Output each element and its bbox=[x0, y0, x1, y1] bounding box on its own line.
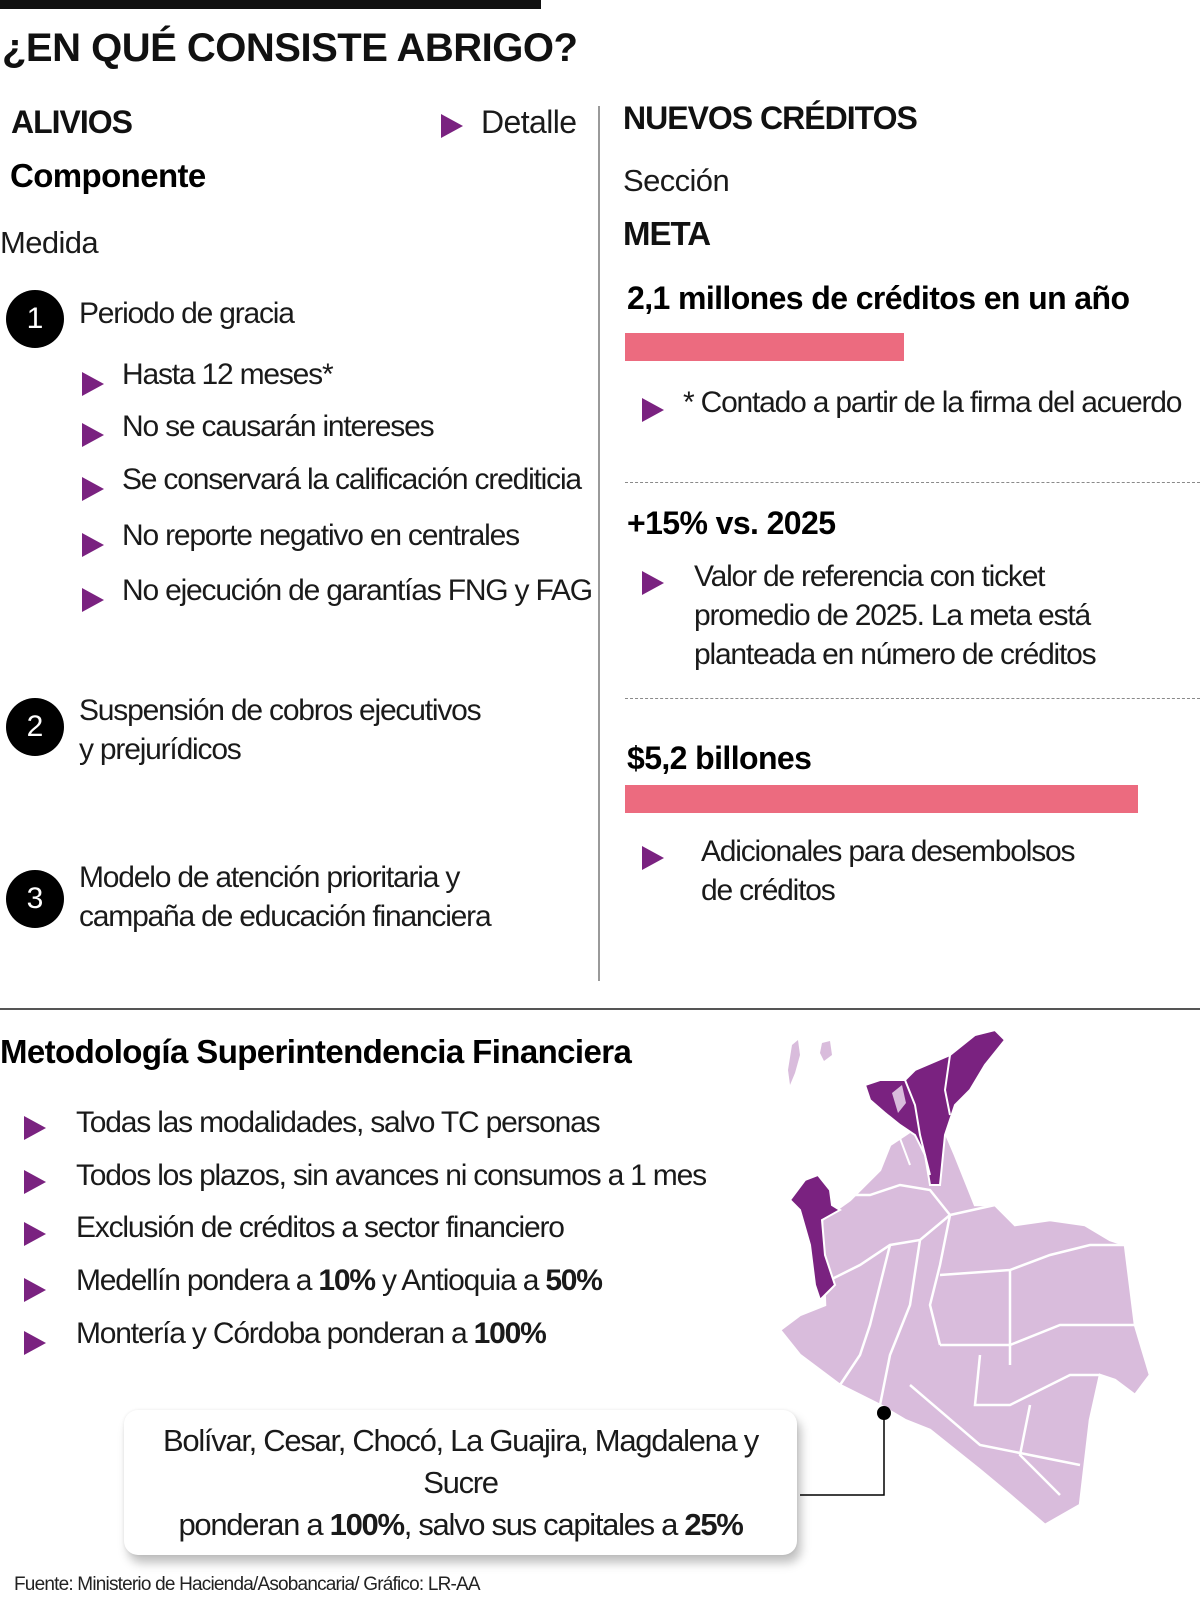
detail-text: No se causarán intereses bbox=[122, 410, 435, 443]
legend-detail-label: Detalle bbox=[481, 104, 577, 140]
dashed-separator bbox=[625, 482, 1200, 483]
detail-bullet bbox=[82, 372, 104, 401]
methodology-heading: Metodología Superintendencia Financiera bbox=[0, 1033, 632, 1070]
callout-line-2: ponderan a 100%, salvo sus capitales a 2… bbox=[178, 1504, 743, 1546]
emphasis-percent: 25% bbox=[684, 1506, 743, 1542]
detail-bullet bbox=[82, 423, 104, 452]
emphasis-percent: 50% bbox=[545, 1264, 603, 1297]
method-bullet bbox=[24, 1116, 46, 1145]
map-island-providencia bbox=[820, 1041, 832, 1061]
number-badge-1: 1 bbox=[6, 290, 64, 348]
note-bullet bbox=[642, 398, 664, 427]
goal-value: $5,2 billones bbox=[627, 740, 812, 776]
detail-text: No ejecución de garantías FNG y FAG bbox=[122, 574, 593, 607]
number-badge-3: 3 bbox=[6, 870, 64, 928]
map-border bbox=[904, 1079, 931, 1176]
legend-detail-marker bbox=[441, 114, 463, 143]
method-item: Todos los plazos, sin avances ni consumo… bbox=[76, 1159, 707, 1192]
method-bullet bbox=[24, 1278, 46, 1307]
map-island-san-andres bbox=[788, 1040, 800, 1085]
method-bullet bbox=[24, 1331, 46, 1360]
number-badge-2: 2 bbox=[6, 698, 64, 756]
legend-component-label: Componente bbox=[10, 157, 206, 194]
triangle-bullet-icon bbox=[82, 372, 104, 396]
component-label-2-cont: y prejurídicos bbox=[79, 733, 242, 766]
map-dept-caribbean bbox=[863, 1028, 1007, 1186]
goal-bar bbox=[625, 785, 1138, 813]
triangle-bullet-icon bbox=[82, 423, 104, 447]
nuevos-creditos-heading: NUEVOS CRÉDITOS bbox=[623, 100, 918, 136]
triangle-bullet-icon bbox=[441, 114, 463, 138]
legend-measure-label: Medida bbox=[0, 225, 99, 260]
detail-text: Hasta 12 meses* bbox=[122, 358, 334, 391]
detail-bullet bbox=[82, 533, 104, 562]
method-item: Todas las modalidades, salvo TC personas bbox=[76, 1106, 601, 1139]
triangle-bullet-icon bbox=[82, 477, 104, 501]
note-bullet bbox=[642, 846, 664, 875]
triangle-bullet-icon bbox=[24, 1170, 46, 1194]
page-title: ¿EN QUÉ CONSISTE ABRIGO? bbox=[2, 26, 578, 70]
triangle-bullet-icon bbox=[24, 1331, 46, 1355]
detail-bullet bbox=[82, 477, 104, 506]
map-border bbox=[943, 1054, 951, 1116]
map-dept-choco bbox=[788, 1173, 842, 1302]
method-bullet bbox=[24, 1170, 46, 1199]
component-label-2: Suspensión de cobros ejecutivos bbox=[79, 694, 482, 727]
triangle-bullet-icon bbox=[82, 588, 104, 612]
component-label-3-cont: campaña de educación financiera bbox=[79, 900, 492, 933]
map-border bbox=[884, 1112, 911, 1166]
triangle-bullet-icon bbox=[24, 1116, 46, 1140]
legend-section-label: Sección bbox=[623, 163, 730, 198]
triangle-bullet-icon bbox=[24, 1278, 46, 1302]
text-span: Montería y Córdoba ponderan a bbox=[76, 1317, 474, 1350]
goal-note-cont: promedio de 2025. La meta está bbox=[694, 599, 1091, 632]
triangle-bullet-icon bbox=[642, 571, 664, 595]
map-department-borders bbox=[819, 1183, 1140, 1496]
goal-note: * Contado a partir de la firma del acuer… bbox=[683, 386, 1182, 419]
map-mainland bbox=[780, 1118, 1152, 1527]
triangle-bullet-icon bbox=[82, 533, 104, 557]
text-span: y Antioquia a bbox=[374, 1264, 546, 1297]
goal-note-cont: de créditos bbox=[701, 874, 836, 907]
goal-note: Valor de referencia con ticket bbox=[694, 560, 1046, 593]
callout-box: Bolívar, Cesar, Chocó, La Guajira, Magda… bbox=[124, 1410, 797, 1555]
method-item: Medellín pondera a 10% y Antioquia a 50% bbox=[76, 1264, 603, 1298]
component-label-3: Modelo de atención prioritaria y bbox=[79, 861, 460, 894]
map-atlantico bbox=[892, 1085, 906, 1113]
goal-note-cont: planteada en número de créditos bbox=[694, 638, 1097, 671]
goal-value: +15% vs. 2025 bbox=[627, 505, 836, 541]
component-label-1: Periodo de gracia bbox=[79, 297, 295, 330]
map-highlighted-departments bbox=[788, 1028, 1007, 1302]
goal-note: Adicionales para desembolsos bbox=[701, 835, 1076, 868]
source-credit: Fuente: Ministerio de Hacienda/Asobancar… bbox=[14, 1574, 481, 1595]
emphasis-percent: 100% bbox=[329, 1506, 405, 1542]
section-divider bbox=[0, 1008, 1200, 1010]
alivios-heading: ALIVIOS bbox=[11, 104, 133, 140]
colombia-map bbox=[780, 1028, 1152, 1527]
detail-text: Se conservará la calificación crediticia bbox=[122, 463, 582, 496]
emphasis-percent: 10% bbox=[318, 1264, 376, 1297]
triangle-bullet-icon bbox=[24, 1222, 46, 1246]
text-span: ponderan a bbox=[178, 1506, 330, 1542]
legend-meta-label: META bbox=[623, 215, 711, 252]
callout-pointer-line bbox=[800, 1413, 885, 1496]
callout-line-1: Bolívar, Cesar, Chocó, La Guajira, Magda… bbox=[163, 1422, 759, 1500]
method-item: Exclusión de créditos a sector financier… bbox=[76, 1211, 565, 1244]
triangle-bullet-icon bbox=[642, 846, 664, 870]
method-item: Montería y Córdoba ponderan a 100% bbox=[76, 1317, 547, 1351]
top-rule bbox=[0, 0, 541, 9]
note-bullet bbox=[642, 571, 664, 600]
detail-text: No reporte negativo en centrales bbox=[122, 519, 520, 552]
goal-value: 2,1 millones de créditos en un año bbox=[627, 280, 1130, 316]
text-span: , salvo sus capitales a bbox=[403, 1506, 685, 1542]
text-span: Medellín pondera a bbox=[76, 1264, 319, 1297]
dashed-separator bbox=[625, 698, 1200, 699]
method-bullet bbox=[24, 1222, 46, 1251]
triangle-bullet-icon bbox=[642, 398, 664, 422]
goal-bar bbox=[625, 333, 904, 361]
detail-bullet bbox=[82, 588, 104, 617]
emphasis-percent: 100% bbox=[473, 1317, 547, 1350]
column-divider bbox=[598, 106, 600, 981]
